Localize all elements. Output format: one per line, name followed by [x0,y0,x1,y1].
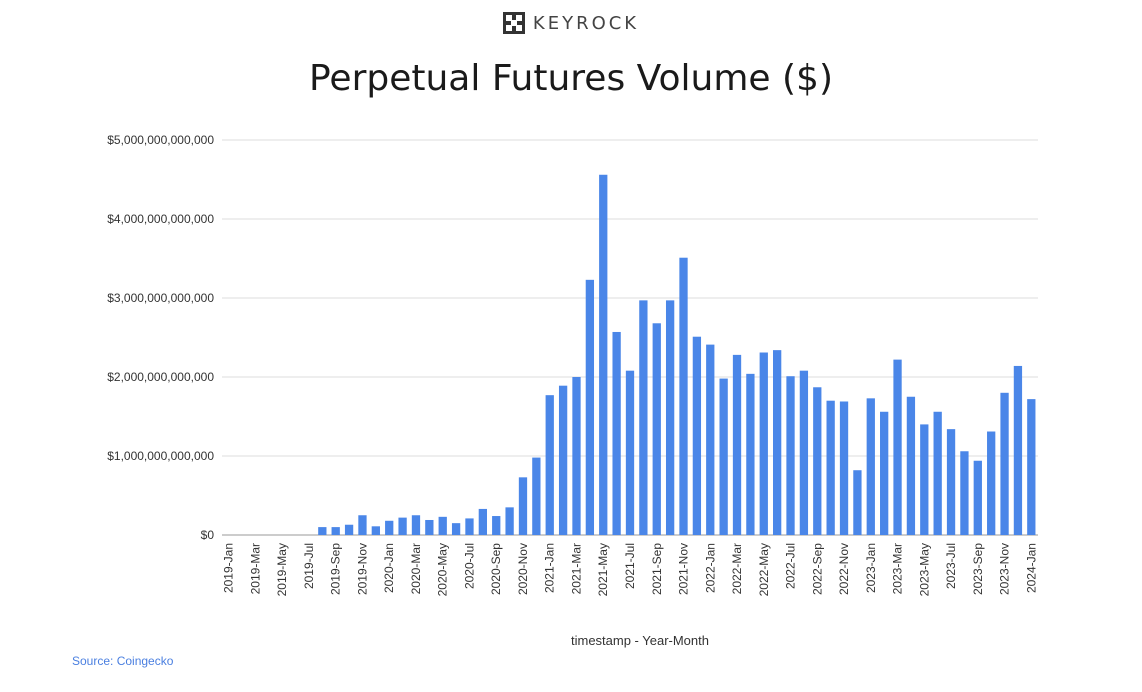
x-tick-label: 2023-Sep [971,543,985,595]
x-tick-label: 2019-Jan [222,543,236,593]
bar [1000,392,1009,535]
chart-title: Perpetual Futures Volume ($) [309,58,833,99]
x-tick-label: 2022-Nov [837,543,851,595]
bar [599,174,608,535]
x-tick-label: 2021-Jul [623,543,637,589]
x-tick-label: 2019-May [275,543,289,596]
bar [572,377,581,535]
bar [545,395,554,535]
bar [665,300,675,535]
source-note: Source: Coingecko [72,654,174,668]
bar [853,470,862,535]
bar [987,431,996,535]
y-tick-label: $0 [201,528,215,542]
x-tick-label: 2020-Jan [382,543,396,593]
x-tick-label: 2022-Sep [810,543,824,595]
bar [478,508,487,535]
x-tick-label: 2021-Nov [677,543,691,595]
y-tick-label: $3,000,000,000,000 [107,291,214,305]
bar [826,400,835,535]
x-tick-label: 2021-Sep [650,543,664,595]
x-tick-label: 2023-Jul [944,543,958,589]
bar [920,424,929,535]
x-tick-label: 2019-Sep [329,543,343,595]
x-tick-label: 2020-May [436,543,450,596]
bar [880,411,889,535]
x-tick-label: 2020-Sep [489,543,503,595]
x-tick-label: 2024-Jan [1024,543,1038,593]
bar [438,516,447,535]
x-tick-label: 2023-Mar [891,543,905,594]
bar [786,376,795,535]
x-tick-label: 2019-Nov [355,543,369,595]
bar [385,520,394,535]
x-tick-label: 2020-Jul [462,543,476,589]
bar [585,279,595,535]
bar [813,387,822,535]
bar [893,359,902,535]
bar [773,350,782,535]
x-tick-label: 2023-May [917,543,931,596]
bar [465,518,474,535]
bar [839,401,849,535]
x-tick-label: 2023-Nov [998,543,1012,595]
bar [960,451,969,535]
bar [1013,365,1023,535]
bar [652,323,661,535]
bar [425,519,434,535]
x-tick-label: 2021-May [596,543,610,596]
keyrock-logo-icon [502,12,525,34]
bar [344,524,354,535]
bar [558,385,568,535]
x-tick-label: 2020-Nov [516,543,530,595]
bar [318,527,327,535]
bar [719,378,728,535]
bar [759,352,768,535]
bar [799,370,809,535]
bar [371,526,380,535]
x-tick-label: 2019-Jul [302,543,316,589]
bar [866,398,875,535]
bar [692,336,702,535]
bar [612,331,621,535]
bar [639,300,648,535]
bar [933,411,942,535]
bar [732,354,742,535]
bar [518,477,528,535]
bar [1027,399,1036,535]
bar [532,457,541,535]
bar [505,507,514,535]
x-tick-label: 2022-May [757,543,771,596]
bar [625,370,635,535]
y-tick-label: $2,000,000,000,000 [107,370,214,384]
x-tick-label: 2021-Jan [543,543,557,593]
bar [451,523,461,535]
x-axis-label: timestamp - Year-Month [571,633,709,648]
bar [411,515,421,535]
x-tick-label: 2021-Mar [569,543,583,594]
brand-name: KEYROCK [532,12,640,34]
brand-header: KEYROCK [0,12,1142,34]
bar [946,429,956,535]
x-tick-label: 2022-Jul [784,543,798,589]
bar [973,460,982,535]
bar [398,517,407,535]
x-tick-label: 2023-Jan [864,543,878,593]
bar [706,344,715,535]
bar [746,373,755,535]
x-tick-label: 2022-Jan [703,543,717,593]
bar [331,527,340,535]
bar [358,515,367,535]
x-tick-label: 2022-Mar [730,543,744,594]
y-tick-label: $1,000,000,000,000 [107,449,214,463]
y-tick-label: $5,000,000,000,000 [107,133,214,147]
x-tick-label: 2020-Mar [409,543,423,594]
y-tick-label: $4,000,000,000,000 [107,212,214,226]
bar [906,396,916,535]
bar [492,516,501,535]
bar [679,257,688,535]
x-tick-label: 2019-Mar [248,543,262,594]
